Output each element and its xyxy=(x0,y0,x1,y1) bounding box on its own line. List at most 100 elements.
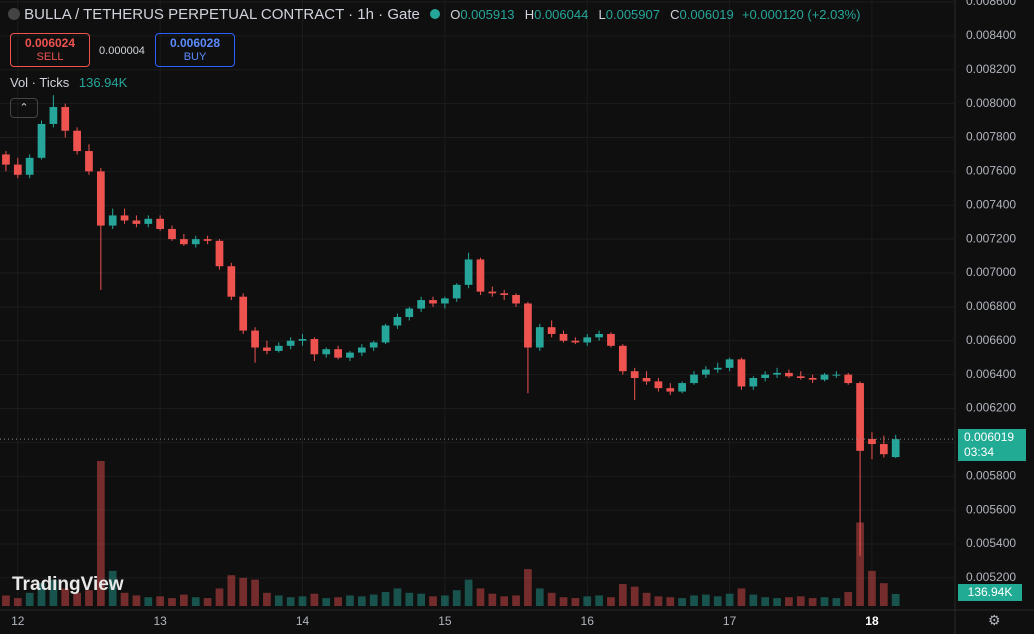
volume-bar xyxy=(654,596,663,606)
volume-bar xyxy=(251,579,259,606)
candle-body xyxy=(891,439,900,458)
candle-body xyxy=(630,371,639,378)
candle-body xyxy=(441,298,449,304)
volume-bar xyxy=(856,522,864,606)
candle-body xyxy=(452,284,461,299)
candle-body xyxy=(832,374,841,376)
volume-bar xyxy=(322,598,331,606)
candle-body xyxy=(274,345,283,351)
candle-body xyxy=(512,295,520,304)
candle-body xyxy=(713,367,722,370)
volume-bar xyxy=(808,598,817,606)
candle-body xyxy=(868,438,876,445)
axis-bg xyxy=(955,0,1034,634)
volume-bar xyxy=(702,594,710,606)
volume-bar xyxy=(737,588,746,606)
volume-bar xyxy=(868,570,876,606)
candle-body xyxy=(535,327,544,348)
ohlc-value: 0.005913 xyxy=(460,7,515,22)
candle-body xyxy=(49,107,58,124)
candle-body xyxy=(690,374,698,384)
volume-bar xyxy=(85,590,93,606)
candle-body xyxy=(108,215,117,226)
volume-bar xyxy=(583,596,592,606)
candle-body xyxy=(203,239,212,241)
volume-bar xyxy=(891,593,900,606)
volume-bar xyxy=(132,595,141,606)
volume-bar xyxy=(832,598,841,606)
volume-bar xyxy=(452,590,461,606)
y-tick-label: 0.005600 xyxy=(966,502,1016,516)
volume-price-label: 136.94K xyxy=(958,584,1022,601)
candle-body xyxy=(749,377,758,387)
volume-bar xyxy=(844,591,853,606)
volume-bar xyxy=(405,592,414,606)
candle-body xyxy=(334,349,342,358)
candle-body xyxy=(464,259,473,285)
ohlc-value: 0.006019 xyxy=(679,7,734,22)
collapse-button[interactable]: ⌃ xyxy=(10,98,38,118)
volume-bar xyxy=(108,570,117,606)
volume-bar xyxy=(559,597,568,606)
volume-bar xyxy=(524,569,532,606)
candle-body xyxy=(702,369,710,375)
volume-bar xyxy=(120,592,129,606)
volume-bar xyxy=(476,588,485,606)
y-tick-label: 0.005800 xyxy=(966,468,1016,482)
candle-body xyxy=(796,376,805,378)
volume-legend: Vol · Ticks 136.94K xyxy=(10,75,127,90)
settings-button[interactable]: ⚙ xyxy=(988,612,1001,628)
volume-bar xyxy=(595,595,603,606)
volume-bar xyxy=(512,595,520,606)
change: +0.000120 (+2.03%) xyxy=(741,7,861,22)
volume-bar xyxy=(796,596,805,606)
candle-body xyxy=(180,239,188,245)
volume-bar xyxy=(500,596,509,606)
y-tick-label: 0.005200 xyxy=(966,570,1016,584)
volume-bar xyxy=(191,597,200,606)
volume-bar xyxy=(678,598,686,606)
candle-body xyxy=(571,340,580,343)
volume-bar xyxy=(13,598,22,606)
ohlc-key: L xyxy=(598,7,606,22)
candle-body xyxy=(191,239,200,245)
candle-body xyxy=(417,300,426,309)
candle-body xyxy=(25,157,34,175)
y-tick-label: 0.007400 xyxy=(966,197,1016,211)
candle-body xyxy=(808,377,817,380)
candle-body xyxy=(132,220,141,224)
candle-body xyxy=(820,374,829,380)
candle-body xyxy=(488,291,497,294)
y-tick-label: 0.007000 xyxy=(966,265,1016,279)
candle-body xyxy=(524,303,532,348)
candle-body xyxy=(844,374,853,384)
volume-bar xyxy=(357,596,366,606)
y-tick-label: 0.007800 xyxy=(966,130,1016,144)
candle-body xyxy=(393,317,402,326)
candle-body xyxy=(642,377,651,382)
y-tick-label: 0.006200 xyxy=(966,401,1016,415)
buy-label: BUY xyxy=(183,51,207,63)
ohlc-key: H xyxy=(524,7,535,22)
x-tick-label: 18 xyxy=(865,614,879,628)
volume-bar xyxy=(785,597,793,606)
volume-value: 136.94K xyxy=(78,75,128,90)
volume-bar xyxy=(571,598,580,606)
volume-bar xyxy=(144,597,153,606)
volume-bar xyxy=(441,595,449,606)
volume-bar xyxy=(749,594,758,606)
volume-bar xyxy=(417,593,426,606)
x-tick-label: 14 xyxy=(296,614,310,628)
candle-body xyxy=(2,154,10,165)
volume-bar xyxy=(690,595,698,606)
candle-body xyxy=(156,218,165,229)
candle-body xyxy=(856,383,864,451)
candle-body xyxy=(737,359,746,387)
candle-body xyxy=(73,130,81,152)
volume-bar xyxy=(488,593,497,606)
buy-button[interactable]: 0.006028 BUY xyxy=(155,33,235,67)
sell-button[interactable]: 0.006024 SELL xyxy=(10,33,90,67)
volume-bar xyxy=(215,588,224,606)
